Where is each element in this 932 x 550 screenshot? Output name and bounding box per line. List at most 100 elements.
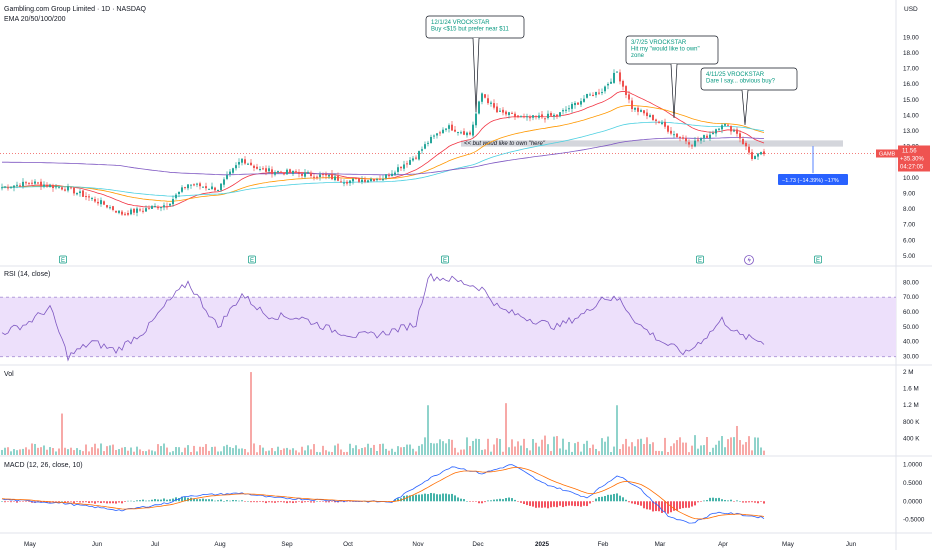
volume-bar xyxy=(604,441,606,455)
volume-bar xyxy=(607,436,609,455)
candle-body xyxy=(451,124,453,131)
volume-bar xyxy=(124,447,126,455)
macd-histogram-bar xyxy=(202,498,204,502)
macd-histogram-bar xyxy=(439,494,441,502)
volume-bar xyxy=(508,447,510,455)
candle-body xyxy=(691,145,693,147)
candle-body xyxy=(400,166,402,169)
candle-body xyxy=(616,71,618,73)
macd-histogram-bar xyxy=(139,500,141,502)
macd-histogram-bar xyxy=(223,501,225,502)
macd-histogram-bar xyxy=(136,500,138,502)
earnings-icon xyxy=(814,255,822,264)
volume-bar xyxy=(64,447,66,455)
candle-body xyxy=(532,115,534,118)
macd-histogram-bar xyxy=(622,497,624,502)
price-tag-price: 11.56 xyxy=(902,148,917,154)
candle-body xyxy=(235,165,237,169)
candle-body xyxy=(667,125,669,132)
candle-body xyxy=(712,132,714,135)
volume-bar xyxy=(283,448,285,455)
volume-bar xyxy=(235,445,237,455)
macd-histogram-bar xyxy=(394,499,396,502)
volume-bar xyxy=(640,438,642,455)
macd-histogram-bar xyxy=(160,499,162,502)
candle-body xyxy=(619,72,621,82)
candle-body xyxy=(460,132,462,134)
volume-bar xyxy=(466,437,468,455)
volume-bar xyxy=(151,450,153,455)
volume-bar xyxy=(265,451,267,455)
candle-body xyxy=(295,171,297,173)
macd-histogram-bar xyxy=(187,497,189,502)
candle-body xyxy=(739,133,741,139)
candle-body xyxy=(304,172,306,177)
candle-body xyxy=(343,182,345,184)
volume-bar xyxy=(616,405,618,455)
macd-histogram-bar xyxy=(304,501,306,503)
macd-histogram-bar xyxy=(496,499,498,502)
volume-bar xyxy=(529,450,531,455)
price-tick-label: 9.00 xyxy=(903,190,916,197)
candle-body xyxy=(652,114,654,121)
macd-histogram-bar xyxy=(181,496,183,502)
volume-bar xyxy=(547,444,549,455)
volume-bar xyxy=(751,450,753,455)
candle-body xyxy=(136,208,138,213)
candle-body xyxy=(745,142,747,147)
candle-body xyxy=(352,178,354,182)
zone-label: << but woud like to own "here" xyxy=(464,141,546,147)
candle-body xyxy=(403,164,405,169)
ema-200-line xyxy=(2,137,765,176)
volume-bar xyxy=(334,445,336,455)
volume-bar xyxy=(532,439,534,455)
macd-histogram-bar xyxy=(271,501,273,503)
volume-bar xyxy=(7,447,9,455)
macd-histogram-bar xyxy=(319,501,321,502)
candle-body xyxy=(523,116,525,118)
candle-body xyxy=(646,112,648,116)
candle-body xyxy=(16,184,18,186)
volume-bar xyxy=(379,443,381,455)
volume-pane: 2 M 1.6 M 1.2 M 800 K 400 K xyxy=(1,369,920,455)
volume-bar xyxy=(553,436,555,455)
measure-tool[interactable]: −1.73 (−14.39%) −17% xyxy=(778,146,848,185)
price-tag-countdown: 04:27:05 xyxy=(900,164,924,170)
volume-bar xyxy=(55,451,57,455)
currency-label[interactable]: USD xyxy=(904,6,918,13)
volume-bar xyxy=(592,444,594,455)
macd-histogram-bar xyxy=(409,495,411,502)
volume-bar xyxy=(367,443,369,455)
candle-body xyxy=(508,112,510,116)
lightning-icon-glyph xyxy=(747,256,751,264)
volume-bar xyxy=(13,449,15,455)
candle-body xyxy=(1,187,3,189)
candle-body xyxy=(583,98,585,102)
macd-histogram-bar xyxy=(532,501,534,507)
candle-body xyxy=(334,176,336,181)
volume-bar xyxy=(589,448,591,455)
price-tag-change: +35.30% xyxy=(900,156,925,162)
candle-body xyxy=(457,131,459,133)
macd-tick-label: 1.0000 xyxy=(903,461,923,468)
macd-histogram-bar xyxy=(568,501,570,506)
macd-histogram-bar xyxy=(526,501,528,506)
candle-body xyxy=(520,116,522,118)
macd-histogram-bar xyxy=(247,501,249,502)
macd-histogram-bar xyxy=(211,499,213,502)
candle-body xyxy=(175,194,177,199)
volume-bar xyxy=(739,440,741,455)
candle-body xyxy=(754,155,756,159)
volume-bar xyxy=(622,444,624,455)
macd-histogram-bar xyxy=(754,501,756,503)
own-zone-rectangle[interactable] xyxy=(461,140,843,147)
candle-body xyxy=(643,110,645,114)
candle-body xyxy=(286,169,288,175)
volume-bar xyxy=(199,446,201,455)
volume-bar xyxy=(49,447,51,455)
volume-bar xyxy=(232,448,234,455)
rsi-line xyxy=(1,272,765,362)
